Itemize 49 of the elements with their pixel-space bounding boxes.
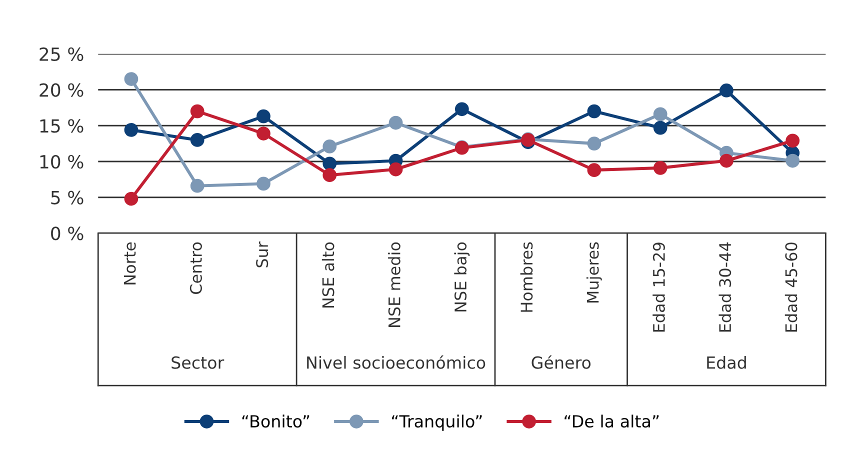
point xyxy=(190,104,204,118)
x-tick-label: Sur xyxy=(256,242,268,268)
legend-label: “Bonito” xyxy=(242,414,310,428)
point xyxy=(388,116,403,130)
x-tick-label: Mujeres xyxy=(586,242,602,302)
point xyxy=(388,162,403,176)
point xyxy=(322,156,337,171)
x-tick-label: NSE alto xyxy=(322,242,334,308)
point xyxy=(653,107,668,122)
point xyxy=(454,102,469,116)
point xyxy=(587,163,602,178)
point xyxy=(124,72,138,86)
x-tick-label: Edad 15-29 xyxy=(652,242,665,332)
point xyxy=(124,122,138,137)
y-tick-label: 5 % xyxy=(51,190,84,204)
point xyxy=(653,120,668,135)
text: Nivel socioeconómico xyxy=(307,355,486,369)
point xyxy=(256,126,270,140)
point xyxy=(720,154,734,168)
point xyxy=(720,84,734,98)
y-tick-label: 20 % xyxy=(40,83,84,97)
legend-label: “Tranquilo” xyxy=(392,414,482,431)
text: Género xyxy=(532,355,591,369)
point xyxy=(190,133,204,147)
y-tick-label: 0 % xyxy=(51,226,84,240)
x-tick-label: Edad 30-44 xyxy=(718,242,732,332)
point xyxy=(786,134,800,148)
x-tick-label: Edad 45-60 xyxy=(784,242,798,332)
point xyxy=(256,176,270,191)
y-tick-label: 25 % xyxy=(40,47,84,62)
point xyxy=(190,178,204,193)
x-tick-label: NSE medio xyxy=(388,242,400,327)
x-tick-label: NSE bajo xyxy=(454,242,470,312)
point xyxy=(587,136,602,150)
point xyxy=(322,168,337,182)
point xyxy=(653,160,668,175)
point xyxy=(587,104,602,118)
x-tick-label: Hombres xyxy=(520,242,533,312)
text: Edad xyxy=(707,356,746,369)
point xyxy=(256,109,270,124)
point xyxy=(322,139,337,154)
y-tick-label: 15 % xyxy=(40,119,84,133)
y-tick-label: 10 % xyxy=(40,154,84,169)
point xyxy=(124,192,138,206)
text: Sector xyxy=(172,356,224,369)
x-tick-label: Norte xyxy=(124,242,136,284)
point xyxy=(786,154,800,168)
legend-label: “De la alta” xyxy=(564,414,659,428)
x-tick-label: Centro xyxy=(190,242,202,294)
